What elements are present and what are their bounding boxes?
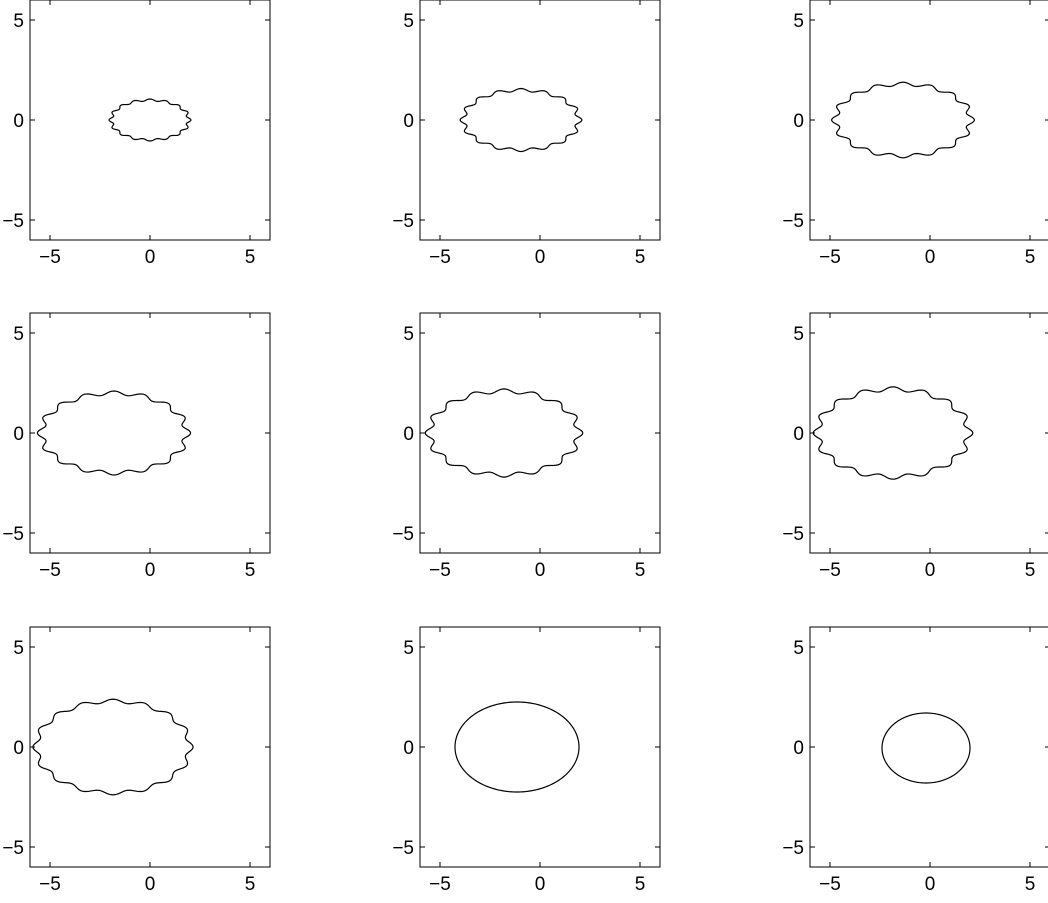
axes-frame — [29, 0, 271, 241]
y-tick-label: 5 — [793, 324, 804, 345]
y-tick-label: 5 — [13, 11, 24, 32]
y-tick-label: −5 — [2, 838, 24, 859]
subplot-1-2: −5 0 5 −5 0 5 — [392, 0, 661, 268]
y-tick-label: 5 — [13, 324, 24, 345]
x-tick-label: 5 — [245, 874, 256, 895]
x-tick-label: 5 — [635, 247, 646, 268]
x-tick-label: −5 — [819, 560, 841, 581]
y-tick-label: −5 — [782, 838, 804, 859]
x-tick-label: 0 — [925, 247, 936, 268]
axes-frame — [419, 626, 661, 868]
y-tick-label: 0 — [403, 111, 414, 132]
axes-frame — [29, 312, 271, 554]
axes-frame — [809, 626, 1048, 868]
contour-curve — [830, 81, 976, 159]
x-tick-label: 0 — [535, 560, 546, 581]
contour-curve — [812, 386, 974, 480]
subplot-1-1: −5 0 5 −5 0 5 — [2, 0, 271, 268]
y-tick-label: 5 — [403, 324, 414, 345]
y-tick-label: −5 — [392, 524, 414, 545]
y-tick-label: 5 — [793, 638, 804, 659]
y-tick-label: −5 — [782, 211, 804, 232]
y-tick-label: −5 — [392, 838, 414, 859]
axes-frame — [809, 0, 1048, 241]
subplot-1-3: −5 0 5 −5 0 5 — [782, 0, 1048, 268]
x-tick-label: −5 — [429, 247, 451, 268]
contour-curve — [36, 390, 192, 476]
x-tick-label: 5 — [1025, 560, 1036, 581]
y-tick-label: 0 — [793, 111, 804, 132]
y-tick-label: −5 — [2, 524, 24, 545]
x-tick-label: −5 — [819, 247, 841, 268]
subplot-3-1: −5 0 5 −5 0 5 — [2, 626, 271, 895]
x-tick-label: −5 — [429, 560, 451, 581]
y-tick-label: −5 — [2, 211, 24, 232]
x-tick-label: 5 — [245, 560, 256, 581]
contour-curve — [108, 98, 192, 142]
contour-curve — [32, 698, 194, 796]
y-tick-label: 5 — [13, 638, 24, 659]
x-tick-label: 0 — [925, 874, 936, 895]
y-tick-label: 0 — [403, 424, 414, 445]
x-tick-label: −5 — [39, 247, 61, 268]
y-tick-label: 5 — [403, 638, 414, 659]
axes-frame — [419, 312, 661, 554]
x-tick-label: 0 — [535, 247, 546, 268]
y-tick-label: 5 — [403, 11, 414, 32]
contour-curve — [424, 388, 584, 478]
y-tick-label: 0 — [13, 738, 24, 759]
y-tick-label: 0 — [793, 424, 804, 445]
y-tick-label: 5 — [793, 11, 804, 32]
subplot-2-1: −5 0 5 −5 0 5 — [2, 312, 271, 581]
x-tick-label: 0 — [535, 874, 546, 895]
x-tick-label: −5 — [819, 874, 841, 895]
x-tick-label: 5 — [635, 560, 646, 581]
x-tick-label: −5 — [39, 560, 61, 581]
y-tick-label: 0 — [793, 738, 804, 759]
subplot-3-2: −5 0 5 −5 0 5 — [392, 626, 661, 895]
axes-frame — [29, 626, 271, 868]
x-tick-label: 0 — [925, 560, 936, 581]
y-tick-label: −5 — [782, 524, 804, 545]
contour-curve — [459, 87, 583, 153]
contour-curve — [454, 701, 580, 793]
x-tick-label: 5 — [1025, 874, 1036, 895]
x-tick-label: 5 — [635, 874, 646, 895]
axes-frame — [419, 0, 661, 241]
x-tick-label: −5 — [429, 874, 451, 895]
x-tick-label: 0 — [145, 874, 156, 895]
y-tick-label: 0 — [403, 738, 414, 759]
subplot-2-2: −5 0 5 −5 0 5 — [392, 312, 661, 581]
x-tick-label: 0 — [145, 247, 156, 268]
y-tick-label: 0 — [13, 424, 24, 445]
x-tick-label: 5 — [245, 247, 256, 268]
y-tick-label: 0 — [13, 111, 24, 132]
x-tick-label: −5 — [39, 874, 61, 895]
x-tick-label: 0 — [145, 560, 156, 581]
y-tick-label: −5 — [392, 211, 414, 232]
x-tick-label: 5 — [1025, 247, 1036, 268]
subplot-3-3: −5 0 5 −5 0 5 — [782, 626, 1048, 895]
axes-frame — [809, 312, 1048, 554]
subplot-2-3: −5 0 5 −5 0 5 — [782, 312, 1048, 581]
contour-curve — [881, 712, 971, 784]
